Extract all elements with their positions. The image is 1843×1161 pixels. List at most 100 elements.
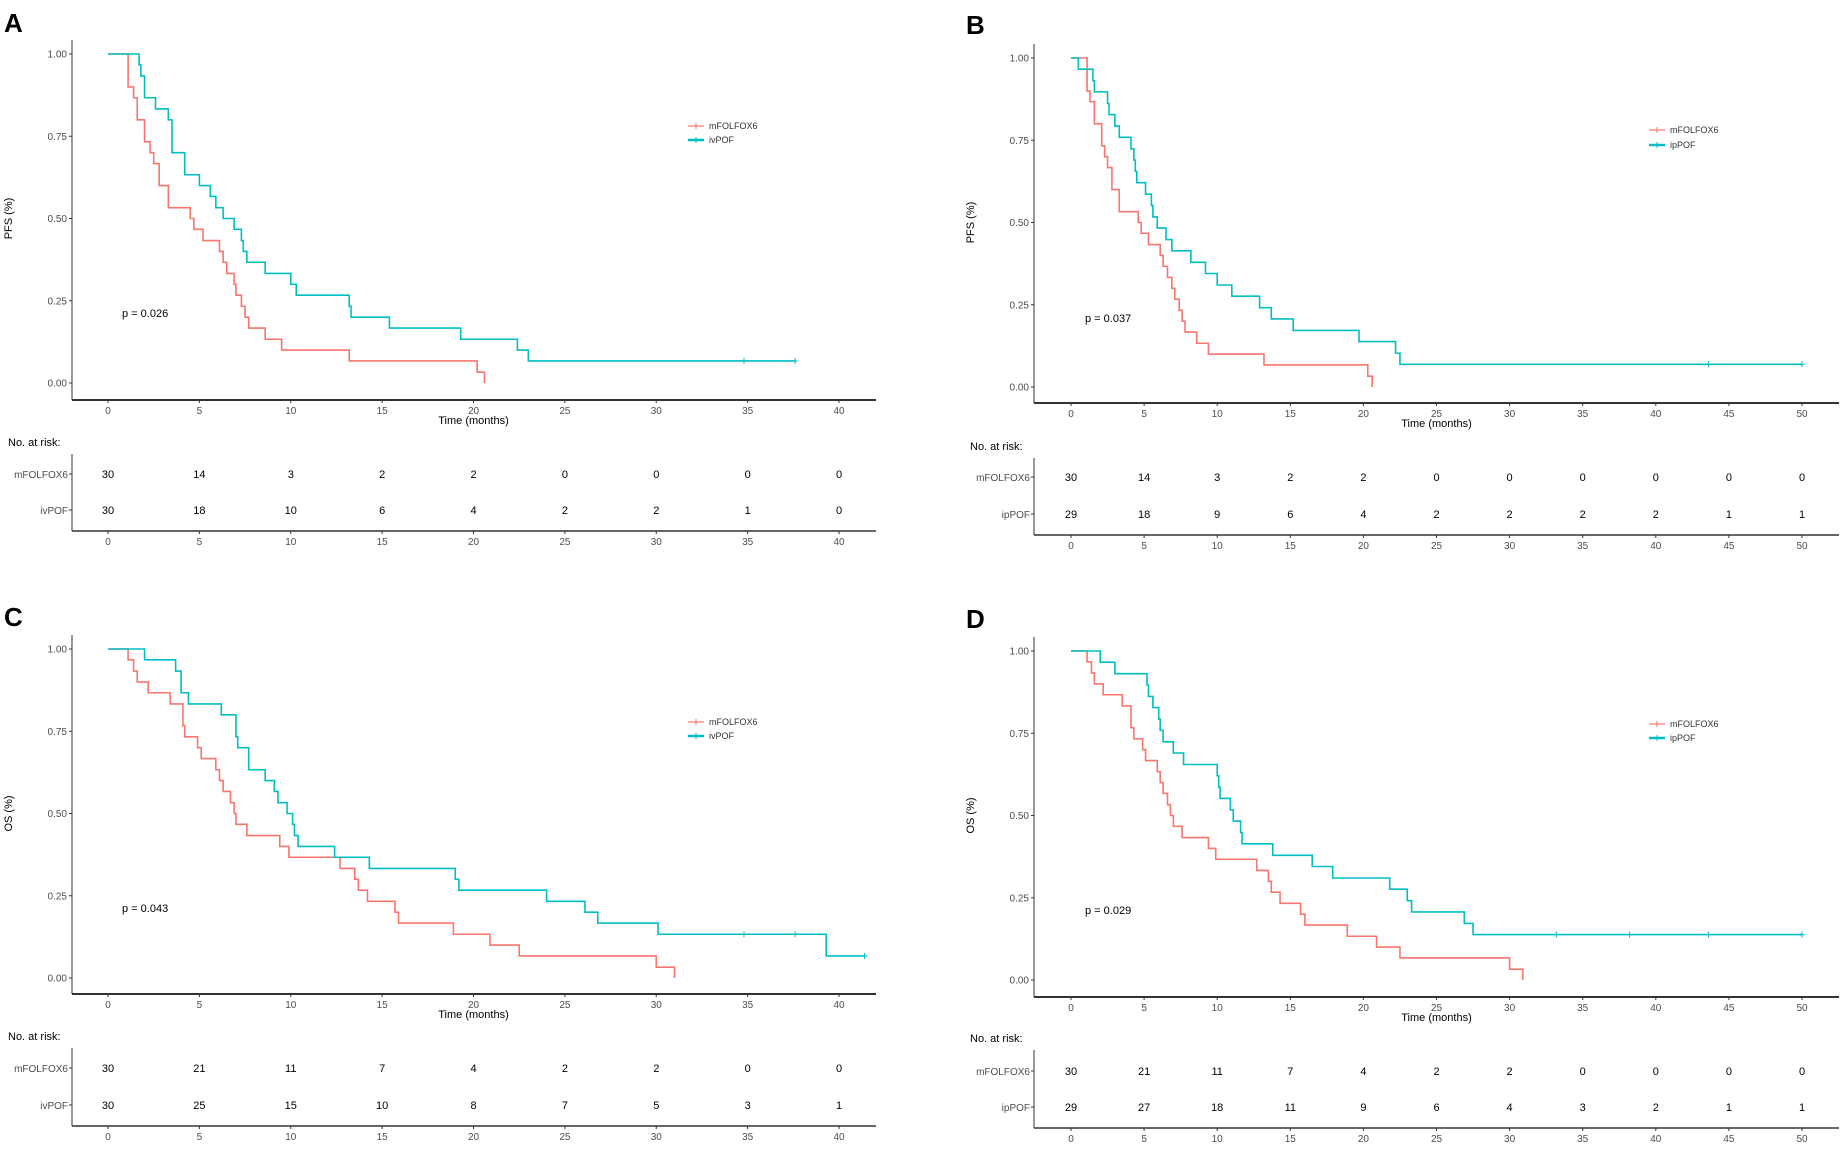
x-axis-label: Time (months)	[438, 415, 509, 427]
x-tick-label: 5	[1141, 1003, 1147, 1014]
risk-x-tick-label: 35	[1577, 541, 1589, 552]
x-tick-label: 50	[1796, 1003, 1808, 1014]
risk-count: 0	[1580, 472, 1586, 484]
risk-count: 21	[193, 1063, 205, 1075]
legend-label: mFOLFOX6	[709, 717, 758, 727]
y-tick-label: 1.00	[1010, 54, 1030, 65]
risk-table-title: No. at risk:	[970, 441, 1023, 453]
risk-x-tick-label: 5	[197, 537, 203, 548]
y-tick-label: 0.00	[48, 379, 68, 390]
risk-x-tick-label: 40	[833, 1132, 845, 1143]
risk-count: 0	[1726, 472, 1732, 484]
risk-count: 4	[1360, 509, 1366, 521]
risk-count: 2	[1360, 472, 1366, 484]
risk-count: 2	[1433, 1066, 1439, 1078]
risk-x-tick-label: 30	[651, 1132, 663, 1143]
y-tick-label: 0.25	[48, 891, 68, 902]
x-tick-label: 35	[742, 1000, 754, 1011]
risk-count: 4	[1507, 1102, 1513, 1114]
risk-count: 1	[1726, 1102, 1732, 1114]
y-tick-label: 0.75	[1010, 729, 1030, 740]
x-tick-label: 15	[1285, 1003, 1297, 1014]
risk-row-label: mFOLFOX6	[976, 473, 1030, 484]
y-tick-label: 0.25	[1010, 893, 1030, 904]
y-tick-label: 1.00	[48, 645, 68, 656]
risk-count: 11	[285, 1063, 296, 1075]
x-tick-label: 20	[468, 1000, 480, 1011]
risk-count: 0	[1799, 472, 1805, 484]
risk-count: 3	[288, 469, 294, 481]
y-tick-label: 0.50	[48, 809, 68, 820]
panel-b: B0.000.250.500.751.000 5 10 15 20 25 30 35 40 45 5…	[965, 10, 1839, 552]
risk-count: 2	[1433, 509, 1439, 521]
x-tick-label: 10	[1212, 1003, 1224, 1014]
risk-count: 18	[1211, 1102, 1223, 1114]
risk-count: 2	[1653, 1102, 1659, 1114]
risk-count: 0	[745, 1063, 751, 1075]
risk-row-label: mFOLFOX6	[14, 1064, 68, 1075]
risk-row-label: ipPOF	[1002, 1103, 1030, 1114]
risk-x-tick-label: 0	[105, 537, 111, 548]
censor-mark	[1799, 361, 1805, 368]
km-curve-mFOLFOX6	[108, 648, 676, 978]
x-axis-label: Time (months)	[1401, 1012, 1472, 1024]
risk-table-title: No. at risk:	[970, 1033, 1023, 1045]
risk-x-tick-label: 10	[285, 1132, 297, 1143]
risk-table-title: No. at risk:	[8, 1031, 61, 1043]
y-tick-label: 0.75	[48, 132, 68, 143]
risk-x-tick-label: 50	[1796, 541, 1808, 552]
panel-a: A0.000.250.500.751.000 5 10 15 20 25 30 35 40Tim…	[3, 8, 876, 548]
censor-mark	[1553, 931, 1560, 938]
censor-mark	[861, 952, 868, 959]
risk-x-tick-label: 40	[1650, 1134, 1662, 1145]
km-curve-mFOLFOX6	[108, 53, 486, 383]
risk-count: 4	[470, 505, 476, 517]
risk-count: 2	[1507, 1066, 1513, 1078]
y-tick-label: 1.00	[1010, 647, 1030, 658]
risk-count: 18	[193, 505, 205, 517]
km-curve-ivPOF	[108, 53, 796, 362]
risk-count: 0	[1507, 472, 1513, 484]
y-axis-label: OS (%)	[965, 797, 977, 833]
x-axis-label: Time (months)	[1401, 418, 1472, 430]
risk-x-tick-label: 15	[377, 537, 389, 548]
censor-mark	[1705, 361, 1712, 368]
risk-row-label: ivPOF	[40, 506, 68, 517]
risk-count: 0	[836, 1063, 842, 1075]
risk-x-tick-label: 20	[468, 537, 480, 548]
x-tick-label: 35	[1577, 409, 1589, 420]
x-tick-label: 0	[105, 406, 111, 417]
risk-count: 3	[745, 1100, 751, 1112]
risk-count: 1	[1799, 1102, 1805, 1114]
x-tick-label: 35	[742, 406, 754, 417]
risk-count: 2	[1287, 472, 1293, 484]
x-tick-label: 20	[1358, 409, 1370, 420]
x-tick-label: 0	[1068, 409, 1074, 420]
risk-x-tick-label: 15	[1285, 1134, 1297, 1145]
x-tick-label: 40	[833, 406, 845, 417]
risk-table-title: No. at risk:	[8, 437, 61, 449]
risk-count: 0	[1580, 1066, 1586, 1078]
risk-count: 9	[1214, 509, 1220, 521]
risk-x-tick-label: 30	[1504, 1134, 1516, 1145]
risk-count: 2	[1580, 509, 1586, 521]
risk-count: 27	[1138, 1102, 1150, 1114]
risk-count: 9	[1360, 1102, 1366, 1114]
y-tick-label: 0.50	[48, 214, 68, 225]
y-axis-label: OS (%)	[3, 795, 15, 831]
risk-count: 14	[193, 469, 205, 481]
risk-count: 2	[562, 505, 568, 517]
x-tick-label: 20	[468, 406, 480, 417]
risk-count: 1	[1726, 509, 1732, 521]
x-tick-label: 40	[1650, 1003, 1662, 1014]
risk-x-tick-label: 25	[1431, 541, 1443, 552]
risk-count: 11	[1285, 1102, 1296, 1114]
risk-count: 2	[562, 1063, 568, 1075]
risk-count: 4	[1360, 1066, 1366, 1078]
x-tick-label: 25	[1431, 1003, 1443, 1014]
x-tick-label: 15	[377, 406, 389, 417]
panel-d: D0.000.250.500.751.000 5 10 15 20 25 30 35 40 45 5…	[965, 604, 1839, 1145]
risk-x-tick-label: 30	[651, 537, 663, 548]
risk-count: 10	[376, 1100, 388, 1112]
